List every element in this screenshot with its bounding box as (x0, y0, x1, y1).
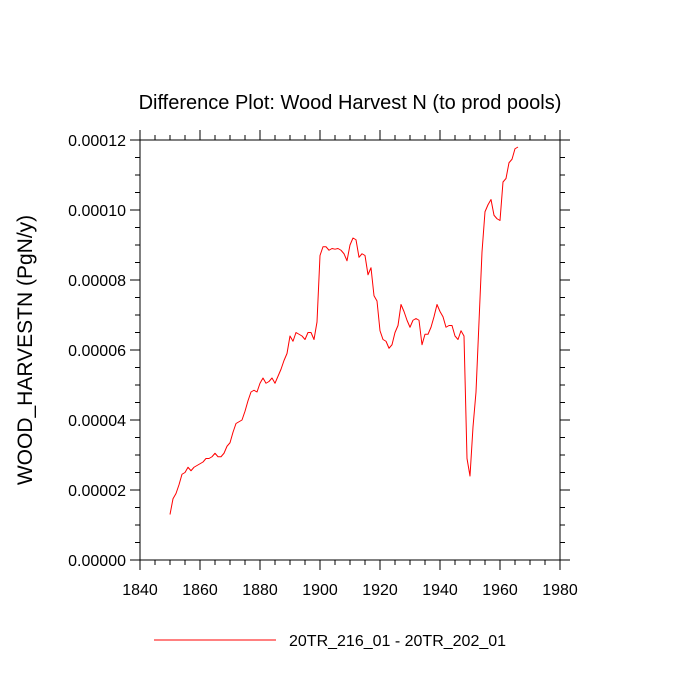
x-tick-label: 1980 (542, 582, 578, 599)
chart-title: Difference Plot: Wood Harvest N (to prod… (139, 92, 562, 114)
x-tick-label: 1920 (362, 582, 398, 599)
y-tick-label: 0.00002 (68, 483, 126, 500)
y-axis-label: WOOD_HARVESTN (PgN/y) (14, 215, 37, 485)
series-line (169, 146, 519, 515)
plot-frame (139, 139, 561, 561)
y-tick-label: 0.00010 (68, 203, 126, 220)
y-tick-label: 0.00012 (68, 133, 126, 150)
axis-ticks (130, 130, 570, 570)
x-tick-label: 1900 (302, 582, 338, 599)
y-tick-label: 0.00006 (68, 343, 126, 360)
x-tick-label: 1840 (122, 582, 158, 599)
y-tick-label: 0.00000 (68, 553, 126, 570)
series-lines (169, 146, 519, 515)
y-tick-label: 0.00004 (68, 413, 126, 430)
legend-label: 20TR_216_01 - 20TR_202_01 (289, 633, 506, 650)
x-tick-labels: 1840 1860 1880 1900 1920 1940 1960 1980 (122, 582, 578, 599)
y-tick-label: 0.00008 (68, 273, 126, 290)
x-tick-label: 1880 (242, 582, 278, 599)
x-tick-label: 1860 (182, 582, 218, 599)
y-tick-labels: 0.00000 0.00002 0.00004 0.00006 0.00008 0.000… (68, 133, 126, 570)
x-tick-label: 1960 (482, 582, 518, 599)
legend: 20TR_216_01 - 20TR_202_01 (154, 633, 506, 650)
x-tick-label: 1940 (422, 582, 458, 599)
